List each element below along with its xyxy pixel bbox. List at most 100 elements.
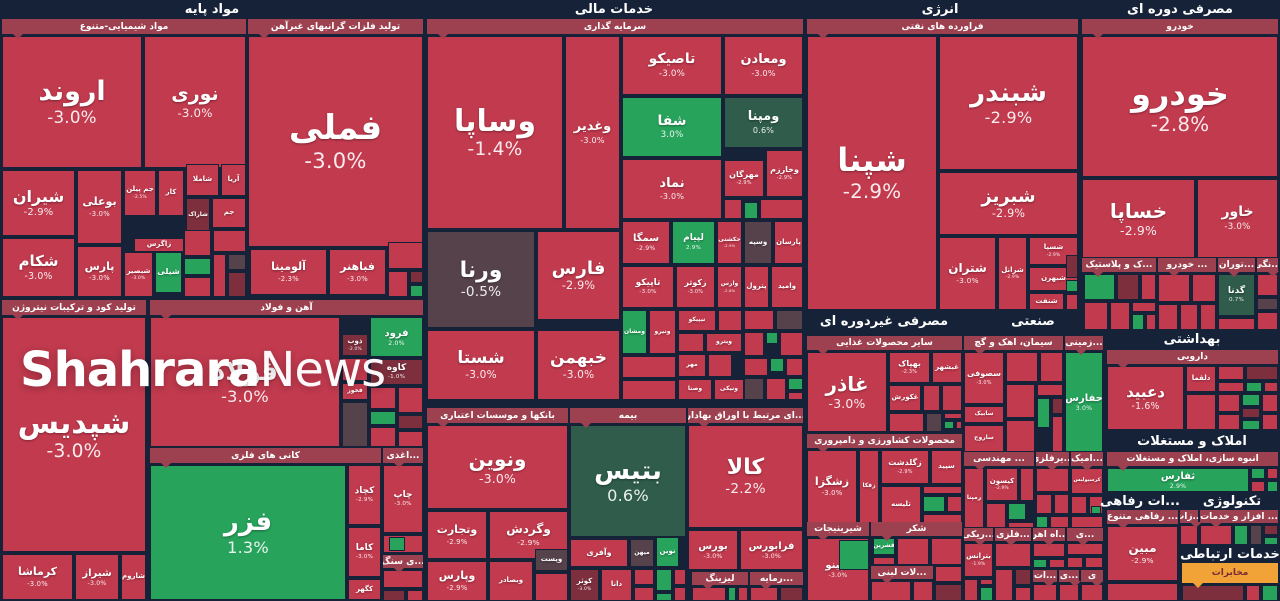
treemap-tile-filler[interactable] xyxy=(342,358,368,381)
treemap-tile-filler[interactable] xyxy=(1267,481,1278,492)
treemap-tile-filler[interactable] xyxy=(1050,516,1069,528)
treemap-tile[interactable]: شپنا -2.9% xyxy=(807,36,937,310)
treemap-tile-filler[interactable] xyxy=(1071,496,1087,514)
treemap-tile-filler[interactable] xyxy=(1180,304,1198,330)
treemap-tile-filler[interactable] xyxy=(744,358,768,376)
treemap-tile[interactable]: کاوه -1.0% xyxy=(370,359,423,385)
treemap-tile-filler[interactable] xyxy=(1052,398,1063,414)
treemap-tile-filler[interactable] xyxy=(1250,525,1262,545)
treemap-tile-filler[interactable] xyxy=(718,310,742,331)
treemap-tile-filler[interactable] xyxy=(1264,525,1278,535)
treemap-tile-filler[interactable] xyxy=(1218,394,1240,412)
treemap-tile[interactable]: کچاد -2.9% xyxy=(348,465,381,525)
treemap-tile-filler[interactable] xyxy=(1262,585,1278,601)
treemap-tile-filler[interactable] xyxy=(1200,304,1216,330)
treemap-tile[interactable]: شاروم xyxy=(121,554,146,600)
treemap-tile-filler[interactable] xyxy=(1036,468,1069,492)
treemap-tile-filler[interactable] xyxy=(1117,274,1139,300)
treemap-tile-filler[interactable] xyxy=(213,230,246,252)
treemap-tile[interactable]: شاملا xyxy=(186,164,219,196)
treemap-tile[interactable]: تلیسه xyxy=(881,486,921,523)
treemap-tile-filler[interactable] xyxy=(923,496,945,512)
treemap-tile-filler[interactable] xyxy=(1067,557,1083,568)
treemap-tile[interactable]: فزر 1.3% xyxy=(150,465,346,600)
treemap-tile[interactable]: شستا -3.0% xyxy=(427,330,535,400)
treemap-tile-filler[interactable] xyxy=(1218,318,1255,330)
treemap-tile[interactable]: زشگزا -3.0% xyxy=(807,450,857,523)
treemap-tile[interactable]: فباهنر -3.0% xyxy=(329,249,386,295)
treemap-tile-filler[interactable] xyxy=(1262,394,1278,412)
treemap-tile-filler[interactable] xyxy=(1037,398,1050,428)
treemap-tile-filler[interactable] xyxy=(944,413,962,419)
treemap-tile[interactable]: شیلی xyxy=(155,252,182,293)
treemap-tile-filler[interactable] xyxy=(913,581,933,601)
treemap-tile[interactable]: خاور -3.0% xyxy=(1197,179,1278,258)
treemap-tile-filler[interactable] xyxy=(744,310,774,330)
treemap-tile[interactable]: شیراز -3.0% xyxy=(75,554,119,600)
treemap-tile-filler[interactable] xyxy=(942,385,962,411)
treemap-tile-filler[interactable] xyxy=(398,387,423,413)
treemap-tile[interactable]: ونوین -3.0% xyxy=(427,425,568,509)
treemap-tile[interactable]: ومشان xyxy=(622,310,647,354)
treemap-tile[interactable]: فولاد -3.0% xyxy=(150,317,340,447)
treemap-tile-filler[interactable] xyxy=(964,579,978,601)
treemap-tile[interactable]: فخوز xyxy=(342,383,368,400)
treemap-tile[interactable]: کوثر -3.0% xyxy=(570,569,599,601)
treemap-tile[interactable]: ونیکی xyxy=(714,379,744,400)
treemap-tile[interactable]: نماد -3.0% xyxy=(622,159,722,219)
treemap-tile-filler[interactable] xyxy=(935,584,962,601)
treemap-tile-filler[interactable] xyxy=(1066,255,1078,278)
treemap-tile[interactable]: دانا xyxy=(601,569,632,601)
treemap-tile[interactable]: اروند -3.0% xyxy=(2,36,142,168)
treemap-tile[interactable]: وتجارت -2.9% xyxy=(427,511,487,559)
treemap-tile-filler[interactable] xyxy=(535,573,568,601)
treemap-tile[interactable]: وپارس -2.9% xyxy=(427,561,487,601)
treemap-tile-filler[interactable] xyxy=(980,587,993,601)
treemap-tile-filler[interactable] xyxy=(678,333,704,352)
treemap-tile[interactable]: جم xyxy=(212,198,246,228)
treemap-tile-filler[interactable] xyxy=(1052,416,1063,452)
treemap-tile-filler[interactable] xyxy=(744,378,764,400)
treemap-tile[interactable]: بتیس 0.6% xyxy=(570,425,686,537)
treemap-tile[interactable]: وبصادر xyxy=(489,561,533,601)
treemap-tile-filler[interactable] xyxy=(634,569,654,585)
treemap-tile[interactable]: میهن xyxy=(630,539,654,567)
treemap-tile[interactable]: غکورش xyxy=(889,385,921,411)
treemap-tile[interactable]: شبندر -2.9% xyxy=(939,36,1078,170)
treemap-tile[interactable]: سپید xyxy=(931,450,962,484)
treemap-tile-filler[interactable] xyxy=(1049,559,1065,568)
treemap-tile[interactable]: تاپیکو -3.0% xyxy=(622,266,674,308)
treemap-tile[interactable]: رمپنا xyxy=(964,468,984,528)
treemap-tile[interactable]: سمگا -2.9% xyxy=(622,221,670,264)
treemap-tile[interactable]: بوعلی -3.0% xyxy=(77,170,122,244)
treemap-tile-filler[interactable] xyxy=(770,358,784,372)
treemap-tile-filler[interactable] xyxy=(1251,468,1265,479)
treemap-tile-filler[interactable] xyxy=(923,486,962,494)
treemap-tile-filler[interactable] xyxy=(776,310,803,330)
treemap-tile[interactable]: کار xyxy=(158,170,184,216)
treemap-tile[interactable]: ساروج xyxy=(964,425,1004,452)
treemap-tile[interactable]: کاما -3.0% xyxy=(348,527,381,577)
treemap-tile[interactable]: کیسون -2.9% xyxy=(986,468,1018,501)
treemap-tile-filler[interactable] xyxy=(1218,382,1244,392)
treemap-tile[interactable]: وساپا -1.4% xyxy=(427,36,563,229)
treemap-tile-filler[interactable] xyxy=(342,402,368,447)
treemap-tile[interactable]: ذوب -2.0% xyxy=(342,334,368,356)
treemap-tile[interactable]: فملی -3.0% xyxy=(248,36,423,247)
treemap-tile-filler[interactable] xyxy=(738,587,748,601)
treemap-tile-filler[interactable] xyxy=(1246,366,1278,380)
treemap-tile-filler[interactable] xyxy=(766,332,778,344)
treemap-tile-filler[interactable] xyxy=(956,421,962,429)
treemap-tile[interactable]: بهپاک -2.3% xyxy=(889,352,930,383)
treemap-tile-filler[interactable] xyxy=(780,332,803,356)
treemap-tile[interactable]: مبین -2.9% xyxy=(1107,526,1178,581)
treemap-tile[interactable]: کرسیولیس xyxy=(1071,468,1103,494)
treemap-tile-filler[interactable] xyxy=(1251,481,1265,492)
treemap-tile[interactable]: آلومینا -2.3% xyxy=(250,249,327,295)
treemap-tile-filler[interactable] xyxy=(407,590,423,601)
treemap-tile-filler[interactable] xyxy=(931,538,962,565)
treemap-tile-filler[interactable] xyxy=(1242,394,1260,406)
treemap-tile-filler[interactable] xyxy=(634,587,654,601)
treemap-tile-filler[interactable] xyxy=(788,392,803,400)
treemap-tile[interactable]: وصنا xyxy=(678,379,712,400)
